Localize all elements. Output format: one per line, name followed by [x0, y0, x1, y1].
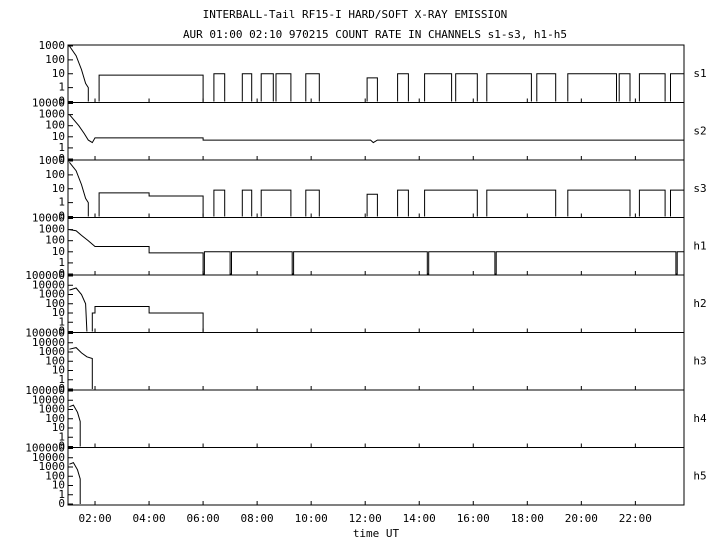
x-tick-label: 20:00: [565, 512, 598, 525]
panel-label: h4: [693, 412, 707, 425]
y-tick-label: 0: [58, 152, 65, 165]
y-tick-label: 1: [58, 256, 65, 269]
y-tick-label: 1: [58, 430, 65, 443]
y-tick-label: 10: [52, 130, 65, 143]
y-tick-label: 1: [58, 373, 65, 386]
y-tick-label: 10: [52, 306, 65, 319]
y-tick-label: 0: [58, 440, 65, 453]
y-tick-label: 10: [52, 67, 65, 80]
y-tick-label: 10000: [32, 393, 65, 406]
panel-frame: [67, 332, 685, 391]
x-tick-label: 14:00: [403, 512, 436, 525]
y-tick-label: 10: [52, 182, 65, 195]
y-tick-label: 1: [58, 196, 65, 209]
y-tick-label: 1: [58, 488, 65, 501]
panel-label: h1: [693, 239, 706, 252]
series-line: [69, 461, 81, 504]
panel-label: h5: [693, 469, 706, 482]
series-line: [69, 114, 684, 144]
y-tick-label: 100000: [25, 269, 65, 282]
y-tick-label: 1000: [39, 39, 66, 52]
panel-frame: [67, 217, 685, 276]
series-line: [69, 287, 204, 332]
y-tick-label: 1: [58, 315, 65, 328]
y-tick-label: 100000: [25, 384, 65, 397]
y-tick-label: 100: [45, 354, 65, 367]
y-tick-label: 0: [58, 267, 65, 280]
y-tick-label: 1000: [39, 154, 66, 167]
y-tick-label: 100: [45, 234, 65, 247]
y-tick-label: 100: [45, 119, 65, 132]
y-tick-label: 1000: [39, 288, 66, 301]
y-tick-label: 1000: [39, 403, 66, 416]
panel-label: h2: [693, 297, 706, 310]
y-tick-label: 10: [52, 245, 65, 258]
y-tick-label: 100000: [25, 442, 65, 455]
series-line: [69, 229, 684, 275]
series-line: [69, 347, 93, 389]
panel-frame: [67, 159, 685, 218]
y-tick-label: 10000: [32, 451, 65, 464]
series-line: [69, 404, 81, 447]
y-tick-label: 10000: [32, 278, 65, 291]
series-line: [68, 45, 684, 102]
x-tick-label: 04:00: [132, 512, 165, 525]
y-tick-label: 100: [45, 412, 65, 425]
y-tick-label: 1: [58, 141, 65, 154]
y-tick-label: 0: [58, 95, 65, 108]
x-tick-label: 02:00: [78, 512, 111, 525]
y-tick-label: 10000: [32, 97, 65, 110]
panel-label: h3: [693, 354, 706, 367]
x-axis-label: time UT: [353, 527, 400, 540]
panel-label: s3: [693, 182, 706, 195]
x-tick-label: 18:00: [511, 512, 544, 525]
y-tick-label: 0: [58, 325, 65, 338]
y-tick-label: 100: [45, 53, 65, 66]
y-tick-label: 100: [45, 297, 65, 310]
y-tick-label: 1000: [39, 223, 66, 236]
y-tick-label: 100: [45, 168, 65, 181]
y-tick-label: 100: [45, 469, 65, 482]
y-tick-label: 0: [58, 382, 65, 395]
x-tick-label: 06:00: [187, 512, 220, 525]
y-tick-label: 1000: [39, 345, 66, 358]
y-tick-label: 0: [58, 210, 65, 223]
y-tick-label: 10: [52, 364, 65, 377]
y-tick-label: 0: [58, 497, 65, 510]
y-tick-label: 1000: [39, 460, 66, 473]
panel-label: s2: [693, 124, 706, 137]
y-tick-label: 10: [52, 479, 65, 492]
series-line: [69, 161, 684, 217]
chart-title: INTERBALL-Tail RF15-I HARD/SOFT X-RAY EM…: [203, 8, 508, 21]
x-tick-label: 22:00: [619, 512, 652, 525]
panel-label: s1: [693, 67, 706, 80]
x-tick-label: 12:00: [349, 512, 382, 525]
chart-subtitle: AUR 01:00 02:10 970215 COUNT RATE IN CHA…: [183, 28, 567, 41]
x-tick-label: 10:00: [295, 512, 328, 525]
panel-frame: [67, 102, 685, 161]
x-tick-label: 08:00: [241, 512, 274, 525]
y-tick-label: 10000: [32, 212, 65, 225]
panel-frame: [67, 389, 685, 448]
y-tick-label: 10: [52, 421, 65, 434]
panel-frame: [67, 447, 685, 506]
y-tick-label: 1000: [39, 108, 66, 121]
panel-frame: [67, 274, 685, 333]
y-tick-label: 100000: [25, 327, 65, 340]
x-tick-label: 16:00: [457, 512, 490, 525]
y-tick-label: 10000: [32, 336, 65, 349]
y-tick-label: 1: [58, 81, 65, 94]
